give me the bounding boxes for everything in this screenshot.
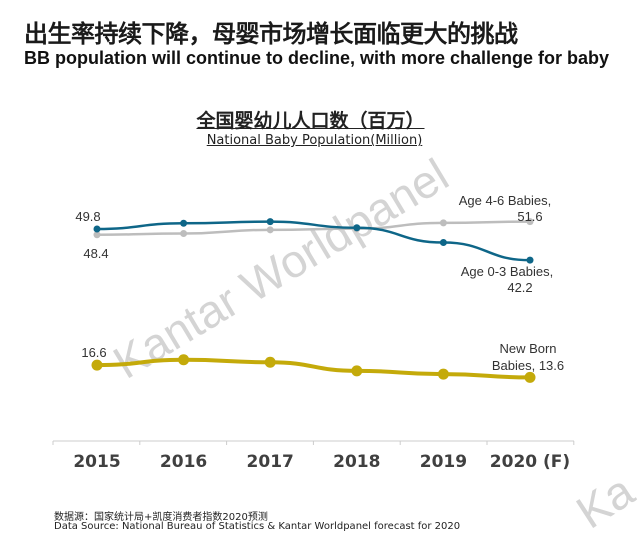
data-label: Age 0-3 Babies, <box>461 264 554 279</box>
data-point <box>266 226 274 234</box>
data-label: New Born <box>499 341 556 356</box>
data-point <box>266 218 274 226</box>
data-point <box>91 359 103 371</box>
data-label: 48.4 <box>83 246 108 261</box>
data-label: Age 4-6 Babies, <box>459 193 552 208</box>
data-point <box>93 225 101 233</box>
data-point <box>180 219 188 227</box>
x-tick-label: 2018 <box>333 452 380 472</box>
data-point <box>351 365 363 377</box>
data-label: 42.2 <box>507 280 532 295</box>
x-tick-label: 2020 (F) <box>490 452 570 472</box>
data-point <box>439 239 447 247</box>
x-tick-label: 2015 <box>73 452 120 472</box>
data-point <box>524 371 536 383</box>
data-label: 49.8 <box>75 209 100 224</box>
watermark-corner: Ka <box>567 464 641 537</box>
source-en: Data Source: National Bureau of Statisti… <box>54 521 461 532</box>
data-point <box>178 354 190 366</box>
watermark: Kantar Worldpanel <box>104 148 457 388</box>
data-point <box>180 230 188 238</box>
series-line-new-born-babies <box>96 357 531 380</box>
data-point <box>439 219 447 227</box>
page-title-cn: 出生率持续下降，母婴市场增长面临更大的挑战 <box>24 20 518 48</box>
data-point <box>526 256 534 264</box>
series-line-age-4-6-babies <box>96 220 531 236</box>
chart-subtitle: National Baby Population(Million) <box>206 133 423 148</box>
data-point <box>93 231 101 239</box>
data-point <box>353 224 361 232</box>
data-label: Babies, 13.6 <box>492 358 564 373</box>
data-label: 51.6 <box>517 209 542 224</box>
x-tick-label: 2017 <box>247 452 294 472</box>
x-tick-label: 2016 <box>160 452 207 472</box>
data-point <box>264 356 276 368</box>
page-title-en: BB population will continue to decline, … <box>24 48 610 68</box>
data-label: 16.6 <box>81 345 106 360</box>
x-tick-label: 2019 <box>420 452 467 472</box>
data-point <box>437 368 449 380</box>
source-cn: 数据源：国家统计局+凯度消费者指数2020预测 <box>54 512 268 523</box>
series-line-age-0-3-babies <box>96 220 531 262</box>
data-point <box>526 218 534 226</box>
chart-title: 全国婴幼儿人口数（百万） <box>196 110 425 132</box>
